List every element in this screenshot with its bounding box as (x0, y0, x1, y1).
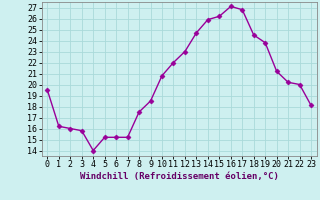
X-axis label: Windchill (Refroidissement éolien,°C): Windchill (Refroidissement éolien,°C) (80, 172, 279, 181)
